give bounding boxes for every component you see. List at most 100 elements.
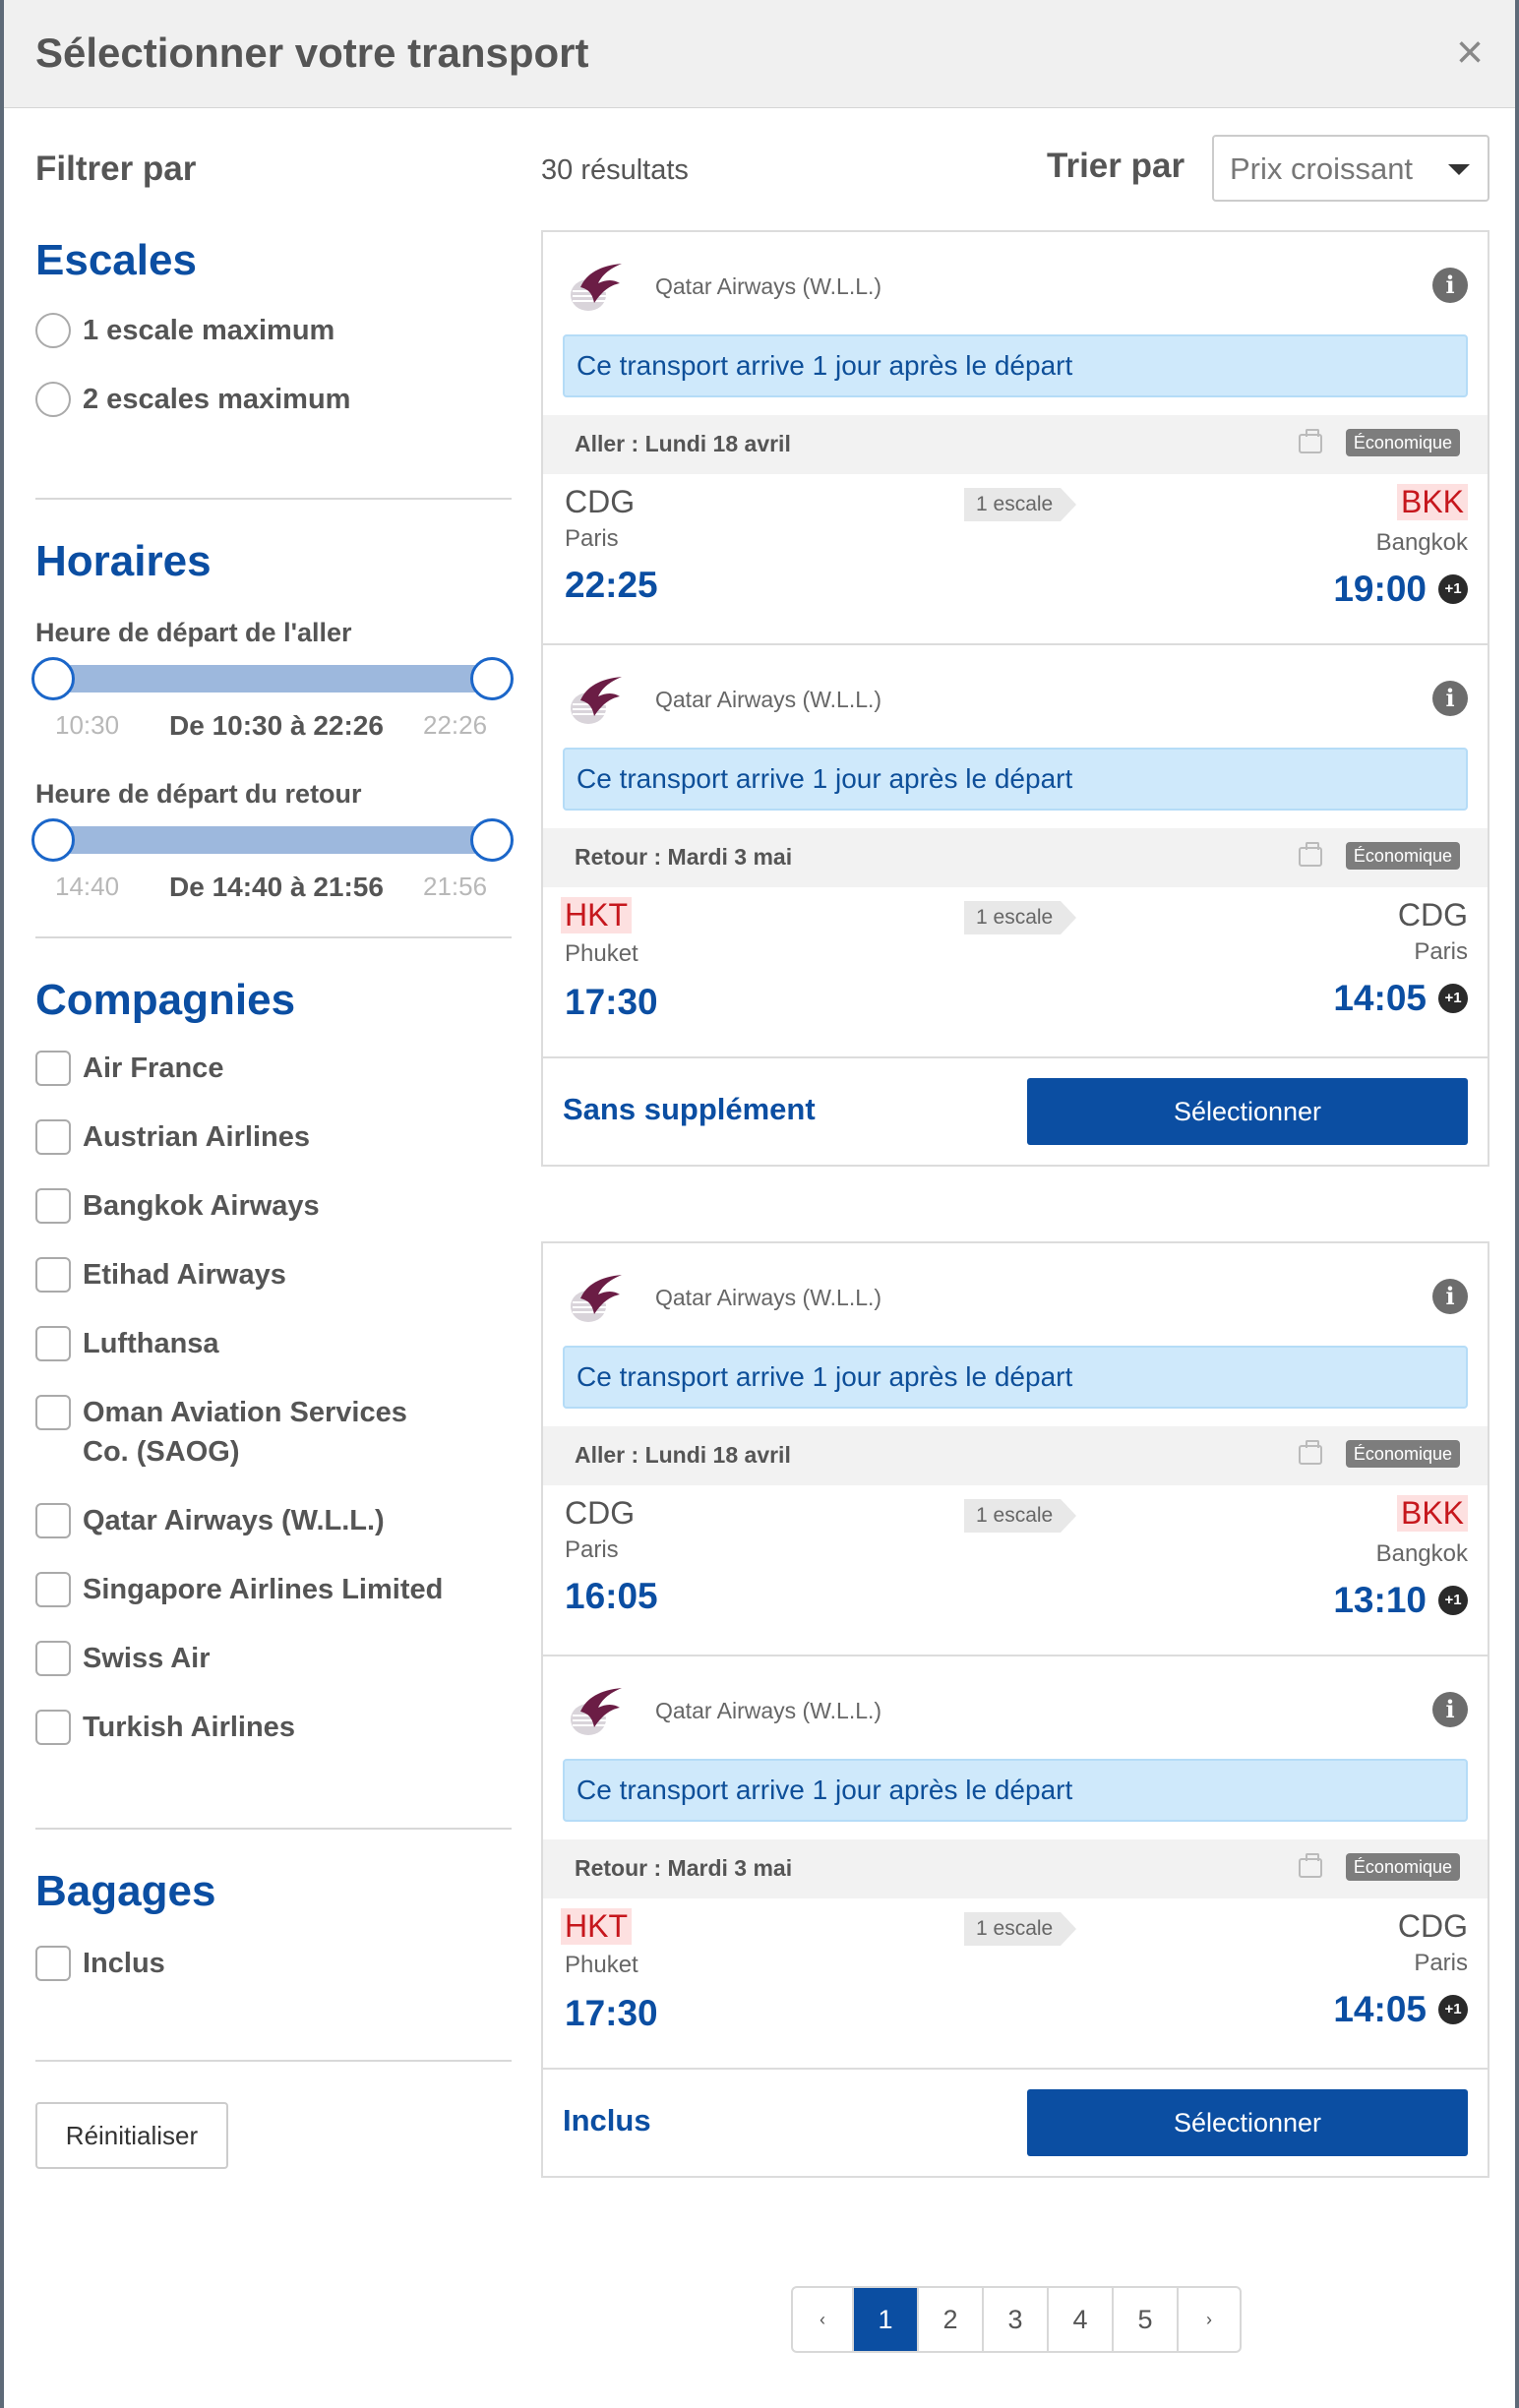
airline-filter-qatar[interactable]: Qatar Airways (W.L.L.) [35, 1503, 385, 1538]
departure-time: 17:30 [565, 1993, 658, 2033]
arrival-airport-code: CDG [1397, 1908, 1468, 1944]
baggage-icon [1299, 429, 1322, 453]
stops-badge: 1 escale [964, 901, 1076, 934]
outbound-slider-max: 22:26 [423, 710, 488, 740]
info-icon[interactable]: i [1432, 1692, 1468, 1727]
sort-select-value: Prix croissant [1230, 151, 1414, 186]
pagination-page-1[interactable]: 1 [854, 2288, 919, 2351]
stops-option-2[interactable]: 2 escales maximum [35, 382, 350, 417]
next-day-badge: +1 [1438, 574, 1468, 604]
checkbox[interactable] [35, 1946, 71, 1981]
cabin-class-badge: Économique [1345, 1440, 1460, 1468]
airline-filter-oman[interactable]: Oman Aviation Services Co. (SAOG) [35, 1395, 407, 1472]
airline-filter-singapore[interactable]: Singapore Airlines Limited [35, 1572, 444, 1607]
pagination-next[interactable]: › [1206, 2310, 1212, 2329]
offer-footer: Inclus Sélectionner [543, 2070, 1488, 2176]
return-slider-track[interactable] [53, 826, 488, 854]
cabin-class-badge: Économique [1345, 429, 1460, 456]
qatar-airways-logo [571, 677, 622, 724]
airline-filter-etihad[interactable]: Etihad Airways [35, 1257, 286, 1293]
results-count: 30 résultats [541, 154, 689, 186]
outbound-slider-max-handle[interactable] [470, 657, 514, 700]
pagination-prev[interactable]: ‹ [793, 2288, 854, 2351]
airline-name: Qatar Airways (W.L.L.) [655, 1698, 882, 1723]
arrival-notice: Ce transport arrive 1 jour après le dépa… [563, 748, 1468, 811]
flight-leg-outbound: Qatar Airways (W.L.L.) i Ce transport ar… [543, 232, 1488, 645]
arrival-city: Bangkok [1375, 529, 1468, 556]
return-slider-max-handle[interactable] [470, 818, 514, 862]
pagination-page-4[interactable]: 4 [1049, 2288, 1114, 2351]
stops-badge: 1 escale [964, 1912, 1076, 1946]
info-icon[interactable]: i [1432, 268, 1468, 303]
sort-select[interactable]: Prix croissant [1212, 135, 1489, 202]
checkbox[interactable] [35, 1395, 71, 1430]
airlines-title: Compagnies [35, 976, 296, 1024]
leg-header: Retour : Mardi 3 mai Économique [543, 1839, 1488, 1898]
departure-airport-code: HKT [561, 1908, 632, 1945]
return-slider-min-handle[interactable] [31, 818, 75, 862]
departure-city: Phuket [565, 940, 638, 967]
offer-card: Qatar Airways (W.L.L.) i Ce transport ar… [541, 1241, 1489, 2178]
checkbox[interactable] [35, 1710, 71, 1745]
checkbox[interactable] [35, 1572, 71, 1607]
baggage-title: Bagages [35, 1867, 216, 1915]
cabin-class-badge: Économique [1345, 1853, 1460, 1881]
next-day-badge: +1 [1438, 1586, 1468, 1615]
departure-time: 17:30 [565, 982, 658, 1022]
baggage-filter-label: Inclus [83, 1948, 165, 1979]
airline-filter-austrian[interactable]: Austrian Airlines [35, 1119, 310, 1155]
airline-name: Qatar Airways (W.L.L.) [655, 1285, 882, 1310]
divider [35, 936, 512, 938]
airline-filter-bangkok[interactable]: Bangkok Airways [35, 1188, 320, 1224]
baggage-icon [1299, 1853, 1322, 1878]
reset-button[interactable]: Réinitialiser [35, 2102, 228, 2169]
airline-filter-label: Austrian Airlines [83, 1121, 310, 1153]
arrival-city: Paris [1414, 1950, 1468, 1976]
arrival-time: 19:00 [1333, 569, 1427, 609]
airline-filter-label-line2: Co. (SAOG) [83, 1436, 240, 1468]
stops-option-1[interactable]: 1 escale maximum [35, 313, 334, 348]
qatar-airways-logo [571, 264, 622, 311]
checkbox[interactable] [35, 1641, 71, 1676]
outbound-slider-min-handle[interactable] [31, 657, 75, 700]
arrival-time: 14:05 [1333, 1989, 1427, 2029]
airline-filter-label: Etihad Airways [83, 1259, 286, 1291]
next-day-badge: +1 [1438, 984, 1468, 1013]
select-button[interactable]: Sélectionner [1027, 2089, 1468, 2156]
checkbox[interactable] [35, 1119, 71, 1155]
departure-time: 16:05 [565, 1576, 658, 1616]
airline-filter-label: Singapore Airlines Limited [83, 1574, 444, 1605]
airline-filter-turkish[interactable]: Turkish Airlines [35, 1710, 295, 1745]
arrival-notice: Ce transport arrive 1 jour après le dépa… [563, 1759, 1468, 1822]
offer-card: Qatar Airways (W.L.L.) i Ce transport ar… [541, 230, 1489, 1167]
radio-button[interactable] [35, 313, 71, 348]
airline-filter-lufthansa[interactable]: Lufthansa [35, 1326, 219, 1361]
divider [35, 498, 512, 500]
airline-name: Qatar Airways (W.L.L.) [655, 273, 882, 299]
checkbox[interactable] [35, 1188, 71, 1224]
pagination-page-5[interactable]: 5 [1114, 2288, 1179, 2351]
airline-filter-air-france[interactable]: Air France [35, 1051, 223, 1086]
checkbox[interactable] [35, 1257, 71, 1293]
checkbox[interactable] [35, 1051, 71, 1086]
pagination-page-3[interactable]: 3 [984, 2288, 1049, 2351]
next-day-badge: +1 [1438, 1995, 1468, 2024]
outbound-slider-min: 10:30 [55, 710, 120, 740]
airline-filter-label: Lufthansa [83, 1328, 219, 1359]
airline-filter-swiss[interactable]: Swiss Air [35, 1641, 210, 1676]
baggage-icon [1299, 842, 1322, 867]
stops-title: Escales [35, 236, 197, 284]
info-icon[interactable]: i [1432, 1279, 1468, 1314]
checkbox[interactable] [35, 1503, 71, 1538]
info-icon[interactable]: i [1432, 681, 1468, 716]
arrival-airport-code: BKK [1396, 484, 1468, 520]
close-icon[interactable]: × [1455, 27, 1485, 79]
outbound-slider-track[interactable] [53, 665, 488, 692]
price-supplement: Inclus [563, 2103, 651, 2137]
baggage-filter-included[interactable]: Inclus [35, 1946, 165, 1981]
pagination-page-2[interactable]: 2 [919, 2288, 984, 2351]
checkbox[interactable] [35, 1326, 71, 1361]
select-button[interactable]: Sélectionner [1027, 1078, 1468, 1145]
price-supplement: Sans supplément [563, 1092, 816, 1126]
radio-button[interactable] [35, 382, 71, 417]
